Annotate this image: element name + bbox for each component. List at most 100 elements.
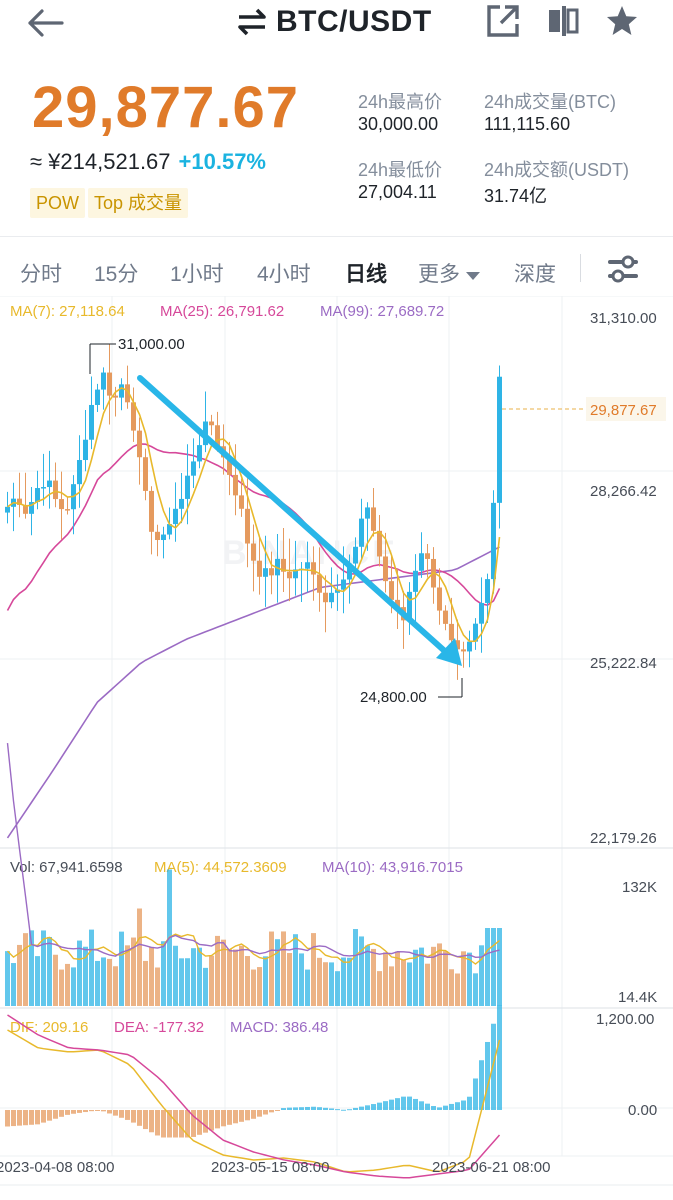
- ma7-path: [7, 387, 501, 643]
- candle-body: [131, 402, 136, 431]
- tab-4h[interactable]: 4小时: [257, 263, 311, 286]
- candle-body: [245, 508, 250, 544]
- tag-top-volume[interactable]: Top 成交量: [88, 188, 189, 218]
- macd-bar: [269, 1110, 274, 1113]
- volume-bar: [287, 953, 292, 1006]
- candle-body: [353, 546, 358, 564]
- vol-ma5-legend: MA(5): 44,572.3609: [154, 859, 287, 876]
- volume-bar: [485, 928, 490, 1006]
- candle-body: [455, 640, 460, 650]
- favorite-star-icon[interactable]: [605, 4, 639, 38]
- volume-bar: [179, 958, 184, 1006]
- volume-bar: [377, 971, 382, 1006]
- volume-ma10-path: [6, 743, 500, 959]
- price-change: +10.57%: [178, 149, 266, 174]
- tag-pow[interactable]: POW: [30, 188, 85, 218]
- volume-bar: [383, 952, 388, 1006]
- pair-selector[interactable]: BTC/USDT: [236, 4, 432, 40]
- volume-bar: [77, 940, 82, 1006]
- ma99-legend: MA(99): 27,689.72: [320, 303, 444, 320]
- volume-bar: [29, 930, 34, 1006]
- volume-bar: [101, 957, 106, 1006]
- low-value: 27,004.11: [358, 182, 437, 202]
- candle-body: [461, 649, 466, 652]
- volume-bar: [59, 969, 64, 1006]
- macd-bar: [41, 1110, 46, 1123]
- candle-body: [137, 430, 142, 458]
- split-screen-icon[interactable]: [546, 4, 580, 38]
- vol-ma10-legend: MA(10): 43,916.7015: [322, 859, 463, 876]
- volume-bar: [53, 954, 58, 1006]
- macd-bar: [389, 1099, 394, 1110]
- candle-body: [491, 502, 496, 580]
- macd-bar: [77, 1110, 82, 1113]
- divider: [0, 236, 673, 237]
- candle-body: [323, 592, 328, 603]
- macd-bar: [299, 1107, 304, 1110]
- tab-depth[interactable]: 深度: [514, 263, 556, 286]
- macd-bar: [71, 1110, 76, 1114]
- volume-bar: [305, 969, 310, 1006]
- ma7-legend: MA(7): 27,118.64: [10, 303, 125, 320]
- macd-bar: [65, 1110, 70, 1115]
- macd-bar: [437, 1107, 442, 1110]
- tab-1d[interactable]: 日线: [345, 263, 387, 286]
- candle-body: [65, 509, 70, 511]
- volume-bar: [323, 962, 328, 1006]
- macd-bar: [443, 1105, 448, 1110]
- candle-body: [17, 498, 22, 505]
- tab-1h[interactable]: 1小时: [170, 263, 224, 286]
- vol-tick-low: 14.4K: [618, 989, 657, 1006]
- macd-bar: [461, 1100, 466, 1110]
- macd-bar: [119, 1110, 124, 1118]
- macd-bar: [11, 1110, 16, 1127]
- candle-body: [389, 581, 394, 600]
- volume-bar: [233, 949, 238, 1006]
- macd-bar: [485, 1041, 490, 1110]
- macd-bar: [491, 1023, 496, 1110]
- macd-legend: MACD: 386.48: [230, 1019, 328, 1036]
- volume-bar: [341, 957, 346, 1006]
- candle-body: [143, 457, 148, 491]
- share-icon[interactable]: [486, 4, 520, 38]
- macd-bar: [293, 1107, 298, 1110]
- candle-body: [257, 560, 262, 577]
- candle-body: [47, 480, 52, 488]
- kline-chart[interactable]: BINANCE MA(7): 27,118.64 MA(25): 26,791.…: [0, 296, 673, 1200]
- volume-bar: [455, 973, 460, 1006]
- tab-more[interactable]: 更多: [418, 258, 480, 288]
- x-tick-2: 2023-05-15 08:00: [211, 1159, 329, 1176]
- tab-15m[interactable]: 15分: [94, 263, 139, 286]
- macd-bar: [29, 1110, 34, 1125]
- volume-bar: [95, 960, 100, 1006]
- macd-bar: [353, 1107, 358, 1110]
- sliders-icon[interactable]: [606, 254, 640, 284]
- candle-body: [269, 568, 274, 576]
- macd-bar: [323, 1107, 328, 1110]
- tab-time-share[interactable]: 分时: [20, 263, 62, 286]
- macd-bar: [221, 1110, 226, 1127]
- macd-bar: [17, 1110, 22, 1126]
- volume-bar: [335, 971, 340, 1006]
- macd-bar: [341, 1109, 346, 1111]
- volume-bar: [311, 933, 316, 1006]
- volume-bar: [11, 963, 16, 1006]
- high-marker-label: 31,000.00: [118, 336, 185, 353]
- macd-bar: [449, 1103, 454, 1110]
- candle-body: [293, 569, 298, 579]
- candle-body: [173, 508, 178, 525]
- volume-bar: [119, 931, 124, 1006]
- macd-tick-zero: 0.00: [628, 1102, 657, 1119]
- volume-bar: [425, 963, 430, 1006]
- volume-bar: [437, 943, 442, 1006]
- dea-path: [7, 1014, 501, 1179]
- tab-separator: [580, 254, 581, 282]
- candle-body: [359, 518, 364, 547]
- volume-bar: [65, 963, 70, 1006]
- macd-bar: [125, 1110, 130, 1120]
- candle-body: [335, 589, 340, 593]
- candle-body: [41, 487, 46, 489]
- macd-bar: [107, 1110, 112, 1114]
- back-arrow-icon[interactable]: [26, 6, 66, 40]
- candle-body: [407, 591, 412, 621]
